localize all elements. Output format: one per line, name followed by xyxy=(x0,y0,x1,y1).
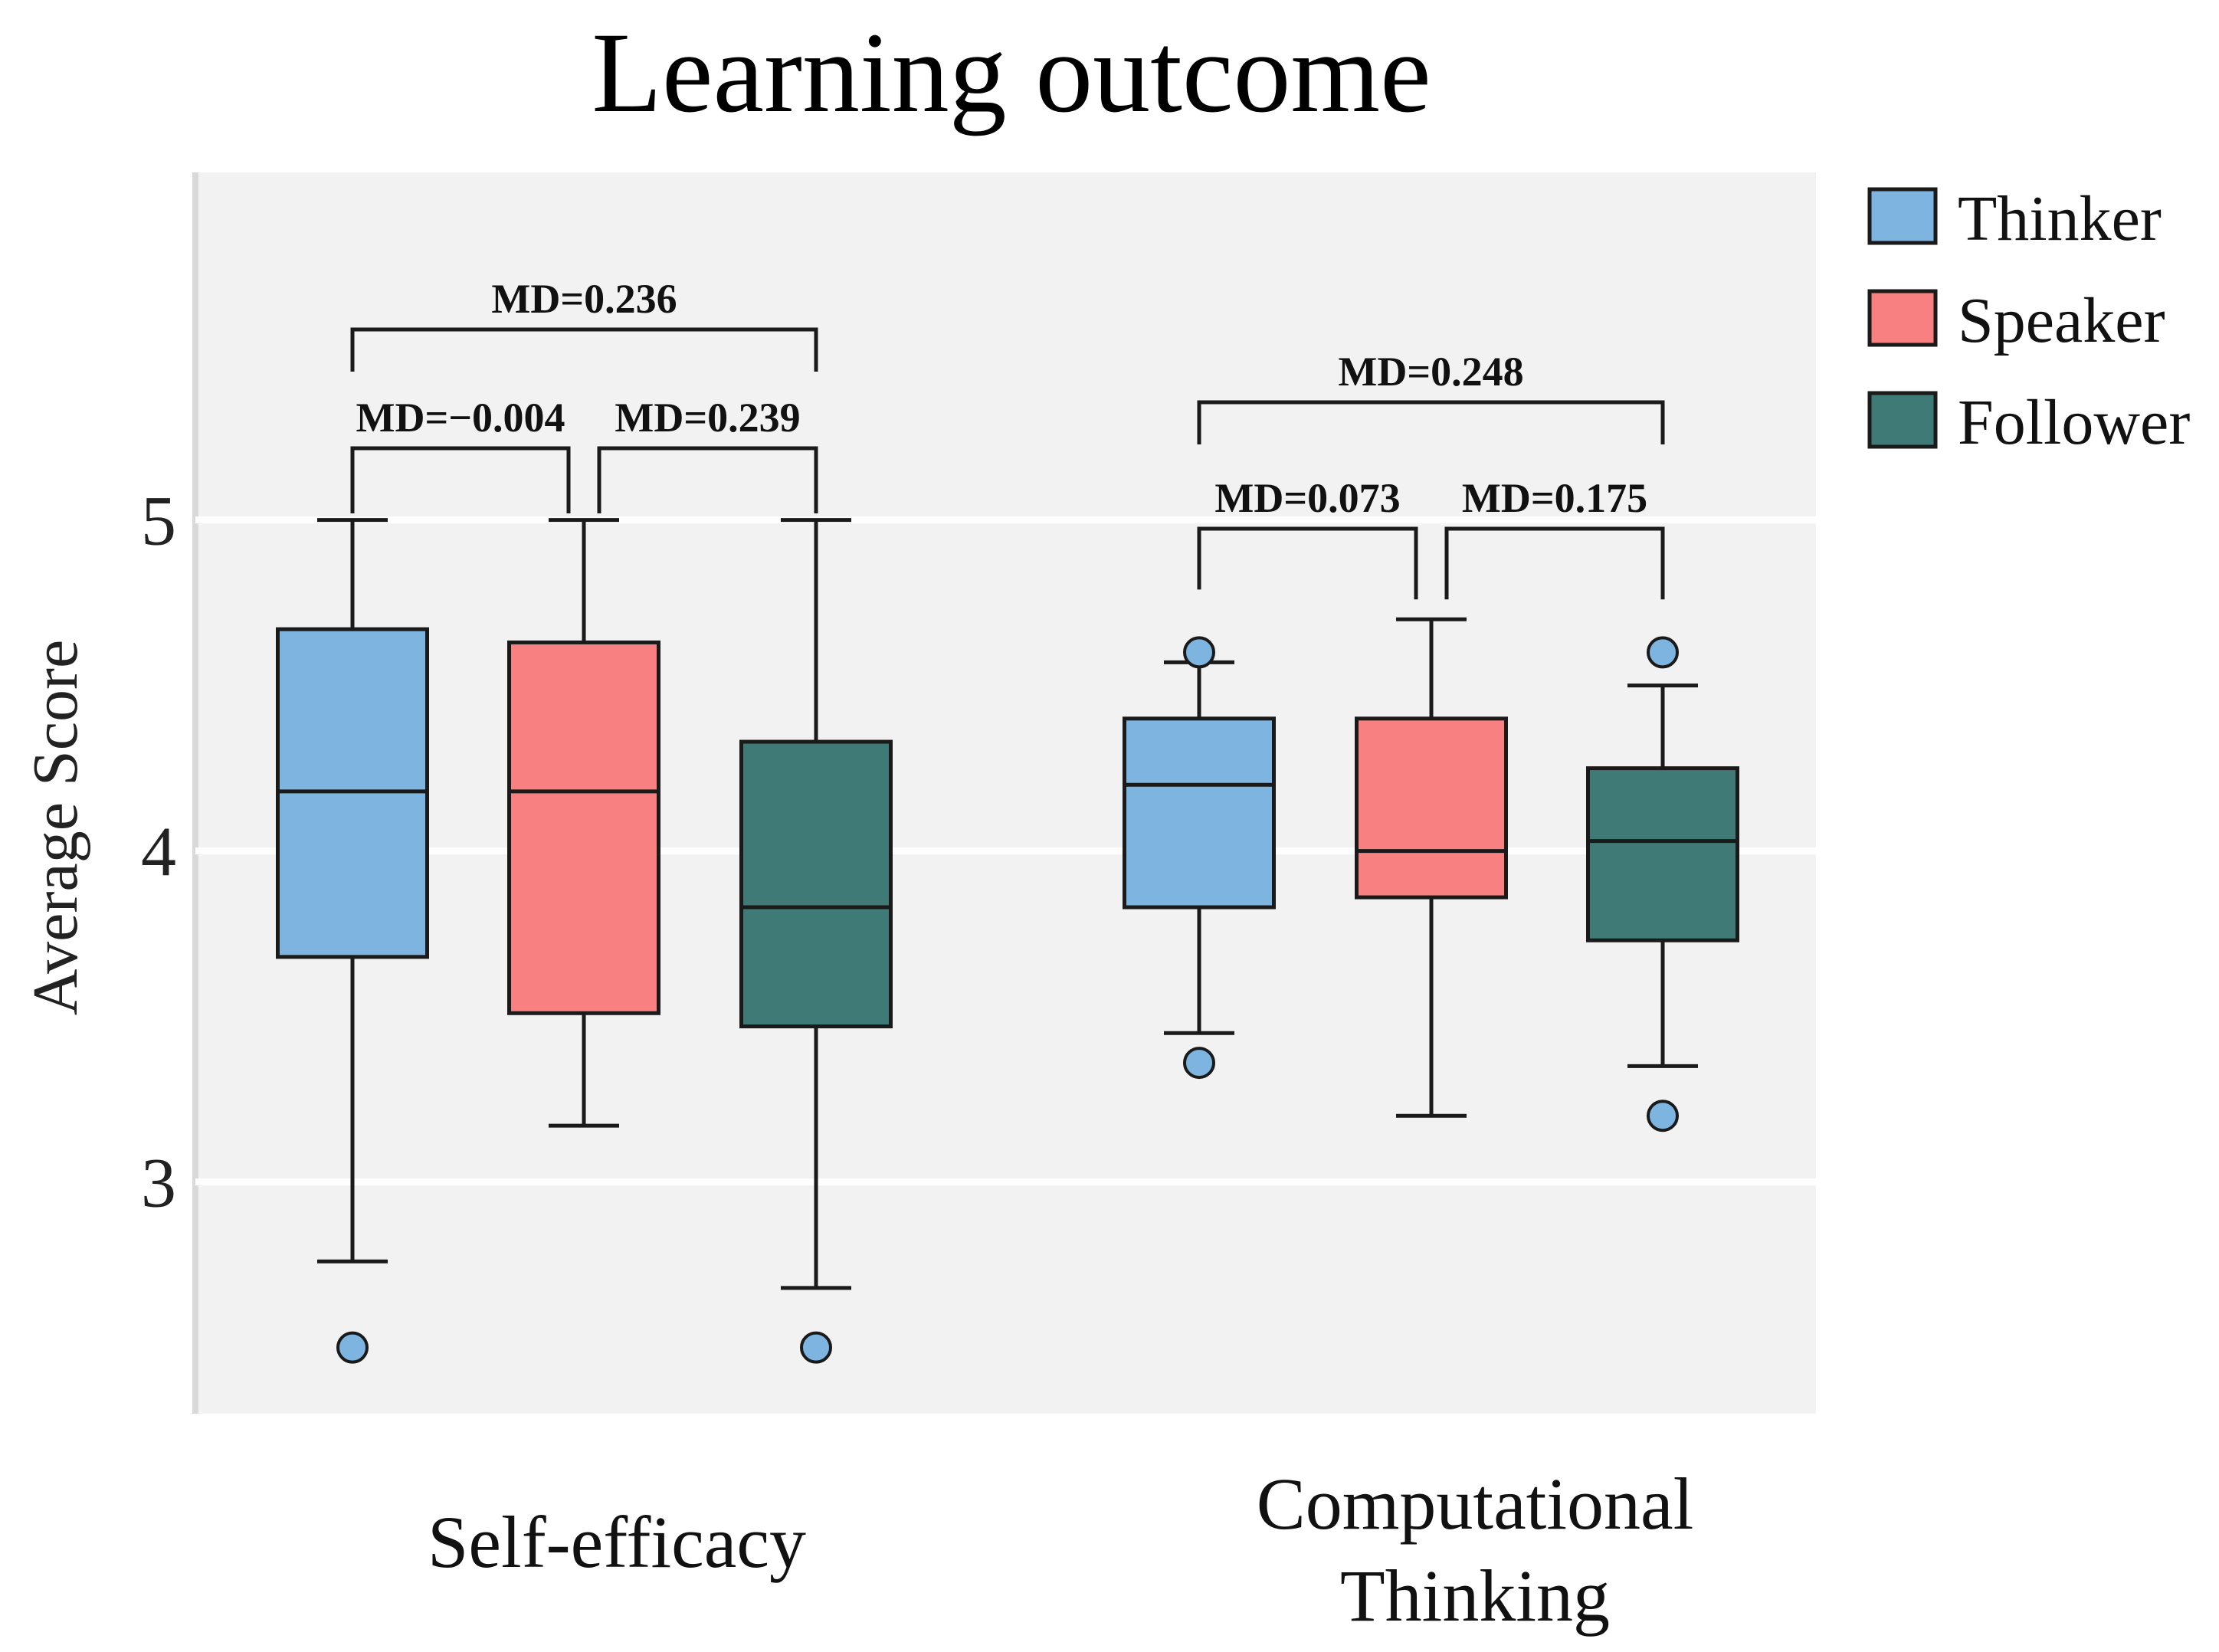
outlier-point xyxy=(1183,636,1215,669)
chart-title: Learning outcome xyxy=(592,9,1431,136)
y-axis-label: Average Score xyxy=(20,640,91,1016)
box-speaker-self-efficacy xyxy=(507,518,660,1128)
box-speaker-computational-thinking xyxy=(1355,617,1508,1118)
iqr-box xyxy=(1355,716,1508,900)
outlier-point xyxy=(800,1331,832,1364)
plot-area xyxy=(195,172,1816,1414)
legend-swatch xyxy=(1867,187,1938,245)
legend-item-thinker: Thinker xyxy=(1867,183,2162,254)
box-thinker-self-efficacy xyxy=(276,518,429,1364)
md-label: MD=0.175 xyxy=(1462,475,1647,521)
legend-label: Speaker xyxy=(1958,285,2165,356)
outlier-point xyxy=(1183,1047,1215,1080)
outlier-point xyxy=(336,1331,369,1364)
box-follower-computational-thinking xyxy=(1586,636,1739,1132)
md-bracket-line xyxy=(350,446,571,513)
x-category-label: Self-efficacy xyxy=(428,1501,806,1583)
box-thinker-computational-thinking xyxy=(1123,636,1276,1080)
md-bracket-line xyxy=(1197,400,1665,444)
md-bracket-1: MD=−0.004 xyxy=(350,395,571,513)
md-label: MD=0.239 xyxy=(615,395,800,441)
md-bracket-2: MD=0.239 xyxy=(597,395,818,513)
legend-item-speaker: Speaker xyxy=(1867,285,2165,356)
x-category-label: Thinking xyxy=(1340,1555,1610,1637)
outlier-point xyxy=(1647,636,1679,669)
y-tick-label: 5 xyxy=(141,482,176,560)
md-bracket-4: MD=0.073 xyxy=(1197,475,1418,600)
md-bracket-line xyxy=(597,446,818,513)
y-tick-label: 3 xyxy=(141,1144,176,1222)
legend-swatch xyxy=(1867,289,1938,347)
md-label: MD=0.236 xyxy=(491,276,677,322)
outlier-point xyxy=(1647,1100,1679,1132)
legend-item-follower: Follower xyxy=(1867,387,2190,458)
md-label: MD=−0.004 xyxy=(356,395,565,441)
md-bracket-5: MD=0.175 xyxy=(1444,475,1665,600)
legend-swatch xyxy=(1867,391,1938,449)
iqr-box xyxy=(739,739,893,1029)
md-label: MD=0.248 xyxy=(1338,349,1523,395)
x-category-label: Computational xyxy=(1257,1463,1694,1545)
md-bracket-3: MD=0.248 xyxy=(1197,349,1665,444)
iqr-box xyxy=(507,640,660,1015)
y-tick-label: 4 xyxy=(141,813,176,891)
md-bracket-line xyxy=(1197,526,1418,600)
md-label: MD=0.073 xyxy=(1214,475,1400,521)
md-bracket-line xyxy=(1444,526,1665,600)
iqr-box xyxy=(1123,716,1276,910)
legend-label: Thinker xyxy=(1958,183,2162,254)
md-bracket-0: MD=0.236 xyxy=(350,276,818,372)
md-bracket-line xyxy=(350,327,818,372)
box-follower-self-efficacy xyxy=(739,518,893,1364)
iqr-box xyxy=(1586,766,1739,942)
legend-label: Follower xyxy=(1958,387,2190,458)
